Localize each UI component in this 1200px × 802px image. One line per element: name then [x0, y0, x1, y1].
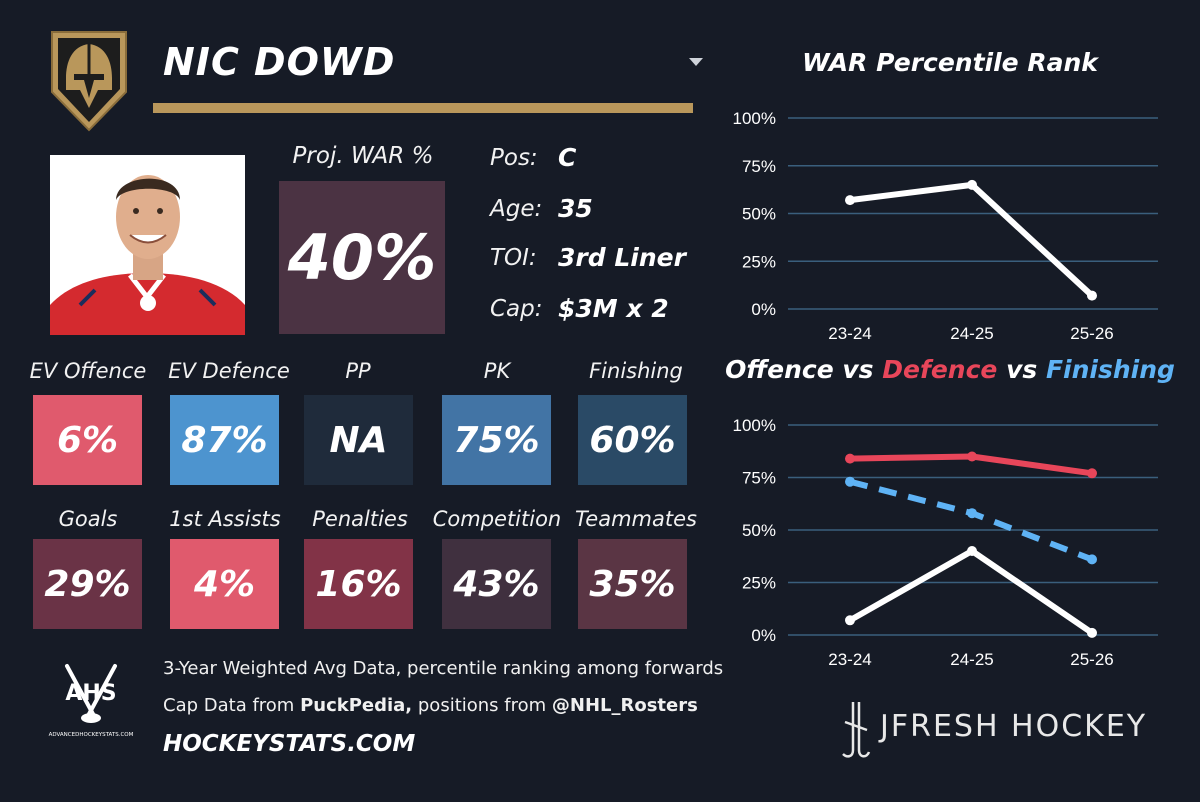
chart1-y-tick-label: 100%	[733, 109, 776, 128]
pk-label: PK	[483, 359, 511, 383]
footer-note-data: 3-Year Weighted Avg Data, percentile ran…	[163, 658, 724, 679]
player-name: NIC DOWD	[163, 40, 396, 84]
teammates-value: 35%	[578, 539, 687, 629]
chart2-point-finishing	[967, 508, 977, 519]
chart2-series-offence	[847, 548, 1095, 636]
chart2-y-tick-label: 25%	[742, 574, 776, 593]
ahs-logo-text: AHS	[65, 681, 116, 706]
pp-value: NA	[304, 395, 413, 485]
chart2-point-finishing	[845, 476, 855, 487]
chart1-y-tick-label: 75%	[742, 157, 776, 176]
player-headshot	[50, 155, 245, 335]
chart1-title: WAR Percentile Rank	[802, 48, 1098, 77]
chart2-title-finishing: Finishing	[1045, 355, 1175, 384]
chevron-down-icon[interactable]	[689, 58, 703, 66]
chart1-y-tick-label: 0%	[751, 300, 776, 319]
offence-defence-finishing-chart: 100% 75% 50% 25% 0% 23-24 24-25 25-26	[733, 416, 1158, 669]
chart2-y-tick-label: 0%	[751, 626, 776, 645]
ahs-logo: AHS ADVANCEDHOCKEYSTATS.COM	[49, 664, 134, 738]
pk-value: 75%	[442, 395, 551, 485]
team-logo	[51, 31, 127, 132]
cap-label: Cap:	[490, 296, 543, 322]
chart1-x-tick-label: 25-26	[1070, 324, 1113, 343]
chart1-point-war	[967, 179, 977, 190]
toi-label: TOI:	[490, 245, 537, 271]
chart1-y-tick-label: 50%	[742, 205, 776, 224]
chart2-y-tick-label: 100%	[733, 416, 776, 435]
first-assists-label: 1st Assists	[169, 507, 281, 531]
ev-defence-label: EV Defence	[168, 359, 290, 383]
chart1-point-war	[1087, 290, 1097, 301]
title-underline	[153, 103, 693, 113]
toi-value: 3rd Liner	[558, 243, 686, 272]
chart2-point-defence	[845, 453, 855, 464]
chart1-series-war	[847, 181, 1095, 299]
chart2-y-tick-label: 75%	[742, 469, 776, 488]
position-label: Pos:	[490, 145, 538, 171]
goals-value: 29%	[33, 539, 142, 629]
chart1-x-tick-label: 23-24	[828, 324, 871, 343]
chart2-x-tick-label: 25-26	[1070, 650, 1113, 669]
cap-source-prefix: Cap Data from	[163, 695, 301, 716]
brand-name: JFRESH HOCKEY	[880, 709, 1148, 744]
penalties-value: 16%	[304, 539, 413, 629]
ev-offence-label: EV Offence	[29, 359, 147, 383]
ev-defence-value: 87%	[170, 395, 279, 485]
chart1-x-tick-label: 24-25	[950, 324, 993, 343]
chart2-point-offence	[845, 615, 855, 626]
finishing-value: 60%	[578, 395, 687, 485]
war-value: 40%	[279, 181, 445, 334]
position-value: C	[558, 143, 577, 172]
chart1-y-tick-label: 25%	[742, 252, 776, 271]
chart2-title: Offence vs Defence vs Finishing	[725, 355, 1175, 384]
puckpedia-link[interactable]: PuckPedia,	[300, 695, 413, 716]
competition-label: Competition	[432, 507, 562, 531]
jfresh-logo	[842, 702, 871, 758]
chart2-y-tick-label: 50%	[742, 521, 776, 540]
age-value: 35	[558, 194, 593, 223]
chart2-point-defence	[1087, 468, 1097, 479]
nhl-rosters-link[interactable]: @NHL_Rosters	[551, 695, 698, 716]
age-label: Age:	[490, 196, 543, 222]
pp-label: PP	[345, 359, 371, 383]
chart2-x-tick-label: 24-25	[950, 650, 993, 669]
chart2-point-defence	[967, 451, 977, 462]
chart1-point-war	[845, 195, 855, 206]
footer-note-sources: Cap Data from PuckPedia, positions from …	[163, 695, 698, 716]
first-assists-value: 4%	[170, 539, 279, 629]
chart2-title-vs: vs	[997, 355, 1046, 384]
chart2-point-finishing	[1087, 554, 1097, 565]
chart2-title-defence: Defence	[882, 355, 998, 384]
cap-value: $3M x 2	[558, 294, 669, 323]
chart2-x-tick-label: 23-24	[828, 650, 871, 669]
penalties-label: Penalties	[312, 507, 408, 531]
ev-offence-value: 6%	[33, 395, 142, 485]
finishing-label: Finishing	[589, 359, 683, 383]
chart2-title-offence: Offence vs	[725, 355, 883, 384]
ahs-logo-subtext: ADVANCEDHOCKEYSTATS.COM	[49, 732, 134, 738]
war-percentile-chart: 100% 75% 50% 25% 0% 23-24 24-25 25-26	[733, 109, 1158, 343]
positions-source-text: positions from	[412, 695, 552, 716]
chart2-point-offence	[1087, 627, 1097, 638]
war-label: Proj. WAR %	[292, 143, 434, 169]
hockeystats-link[interactable]: HOCKEYSTATS.COM	[163, 731, 416, 757]
teammates-label: Teammates	[575, 507, 697, 531]
competition-value: 43%	[442, 539, 551, 629]
goals-label: Goals	[58, 507, 118, 531]
chart2-point-offence	[967, 546, 977, 556]
